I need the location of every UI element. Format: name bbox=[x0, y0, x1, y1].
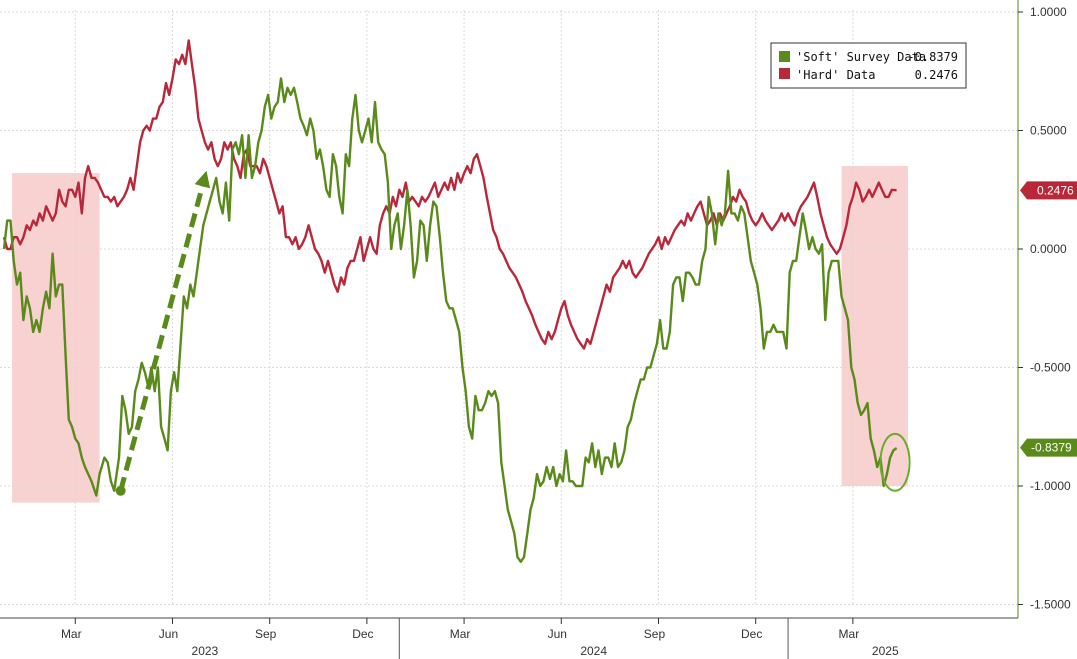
legend: 'Soft' Survey Data -0.8379 'Hard' Data 0… bbox=[770, 42, 967, 89]
x-month-label-6: Sep bbox=[644, 627, 666, 641]
legend-box bbox=[770, 42, 967, 89]
trend-arrow-origin-dot bbox=[115, 485, 126, 496]
badge-soft-shape bbox=[1020, 438, 1077, 457]
legend-value-soft: -0.8379 bbox=[907, 50, 958, 64]
legend-label-hard: 'Hard' Data bbox=[796, 68, 875, 82]
y-tick-label-3: -0.5000 bbox=[1030, 361, 1071, 375]
x-month-label-1: Jun bbox=[159, 627, 178, 641]
series-line-soft bbox=[2, 77, 898, 563]
shaded-region-1 bbox=[841, 166, 908, 487]
last-value-badge-hard: 0.2476 bbox=[1020, 181, 1077, 200]
x-year-label-2: 2025 bbox=[872, 644, 899, 658]
y-tick-label-4: -1.0000 bbox=[1030, 479, 1071, 493]
y-tick-label-5: -1.5000 bbox=[1030, 598, 1071, 612]
legend-value-hard: 0.2476 bbox=[915, 68, 958, 82]
legend-swatch-soft bbox=[779, 51, 790, 62]
x-month-label-5: Jun bbox=[548, 627, 567, 641]
series-lines bbox=[2, 39, 898, 563]
shaded-region-0 bbox=[12, 173, 100, 503]
last-value-badge-soft: -0.8379 bbox=[1020, 438, 1077, 457]
x-month-label-7: Dec bbox=[741, 627, 762, 641]
y-tick-label-2: 0.0000 bbox=[1030, 242, 1067, 256]
badge-hard-value: 0.2476 bbox=[1037, 183, 1074, 197]
y-tick-label-1: 0.5000 bbox=[1030, 124, 1067, 138]
badge-hard-shape bbox=[1020, 181, 1077, 200]
highlight-circle bbox=[879, 432, 911, 492]
x-month-label-2: Sep bbox=[255, 627, 277, 641]
legend-swatch-hard bbox=[779, 68, 790, 79]
y-tick-label-0: 1.0000 bbox=[1030, 5, 1067, 19]
x-year-label-0: 2023 bbox=[192, 644, 219, 658]
trend-arrow-shaft bbox=[118, 185, 205, 492]
x-month-label-0: Mar bbox=[61, 627, 82, 641]
annotations bbox=[115, 170, 911, 496]
x-year-label-1: 2024 bbox=[580, 644, 607, 658]
badge-soft-value: -0.8379 bbox=[1031, 441, 1072, 455]
x-month-label-4: Mar bbox=[450, 627, 471, 641]
trend-arrow-head bbox=[194, 170, 211, 189]
x-month-label-8: Mar bbox=[839, 627, 860, 641]
series-line-hard bbox=[2, 39, 897, 350]
legend-label-soft: 'Soft' Survey Data bbox=[796, 50, 926, 64]
x-month-label-3: Dec bbox=[352, 627, 373, 641]
